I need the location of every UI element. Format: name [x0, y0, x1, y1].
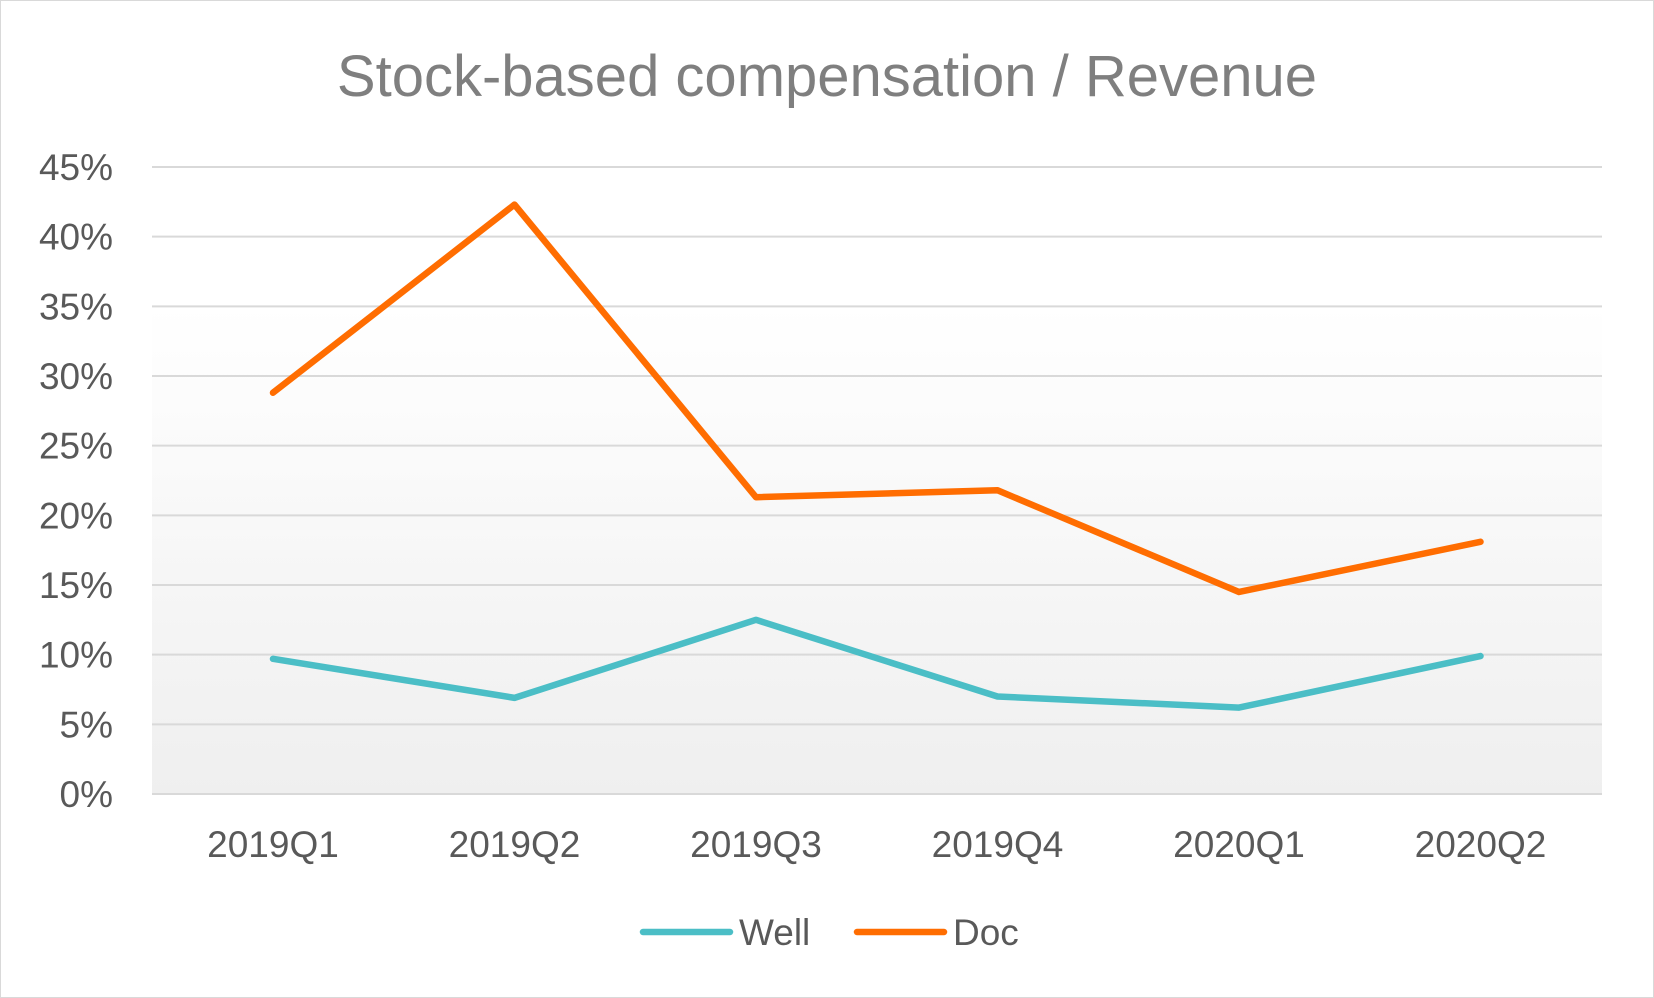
data-point-doc — [753, 494, 759, 501]
data-point-doc — [1236, 588, 1242, 595]
gridlines — [152, 166, 1602, 795]
series-line-doc — [269, 201, 1484, 596]
data-point-well — [511, 694, 518, 701]
y-tick-label: 30% — [39, 356, 113, 397]
x-tick-label: 2019Q4 — [932, 824, 1064, 865]
data-point-doc — [1477, 538, 1484, 545]
y-tick-label: 45% — [39, 147, 113, 188]
data-point-well — [270, 655, 276, 662]
plot-area — [152, 167, 1602, 794]
data-point-doc — [270, 389, 276, 396]
legend-label-well: Well — [739, 912, 810, 953]
data-point-doc — [994, 487, 1001, 494]
y-tick-label: 25% — [39, 426, 113, 467]
chart-title: Stock-based compensation / Revenue — [337, 44, 1317, 109]
y-tick-label: 35% — [39, 286, 113, 327]
data-point-well — [994, 693, 1001, 700]
x-tick-label: 2020Q1 — [1173, 824, 1305, 865]
x-tick-label: 2019Q2 — [449, 824, 581, 865]
legend-label-doc: Doc — [953, 912, 1019, 953]
y-tick-label: 0% — [60, 774, 113, 815]
data-point-well — [1477, 653, 1484, 660]
x-tick-label: 2019Q3 — [690, 824, 822, 865]
y-axis-ticks: 0% 5% 10% 15% 20% 25% 30% 35% 40% 45% — [39, 147, 113, 815]
x-tick-label: 2019Q1 — [207, 824, 339, 865]
y-tick-label: 40% — [39, 217, 113, 258]
data-point-well — [753, 616, 759, 623]
y-tick-label: 10% — [39, 635, 113, 676]
y-tick-label: 15% — [39, 565, 113, 606]
y-tick-label: 20% — [39, 495, 113, 536]
series-lines — [269, 201, 1484, 711]
x-tick-label: 2020Q2 — [1415, 824, 1547, 865]
series-line-well — [269, 616, 1484, 711]
x-axis-ticks: 2019Q1 2019Q2 2019Q3 2019Q4 2020Q1 2020Q2 — [207, 824, 1546, 865]
legend: Well Doc — [639, 912, 1019, 953]
data-point-doc — [511, 201, 518, 208]
data-point-well — [1236, 704, 1242, 711]
y-tick-label: 5% — [60, 704, 113, 745]
